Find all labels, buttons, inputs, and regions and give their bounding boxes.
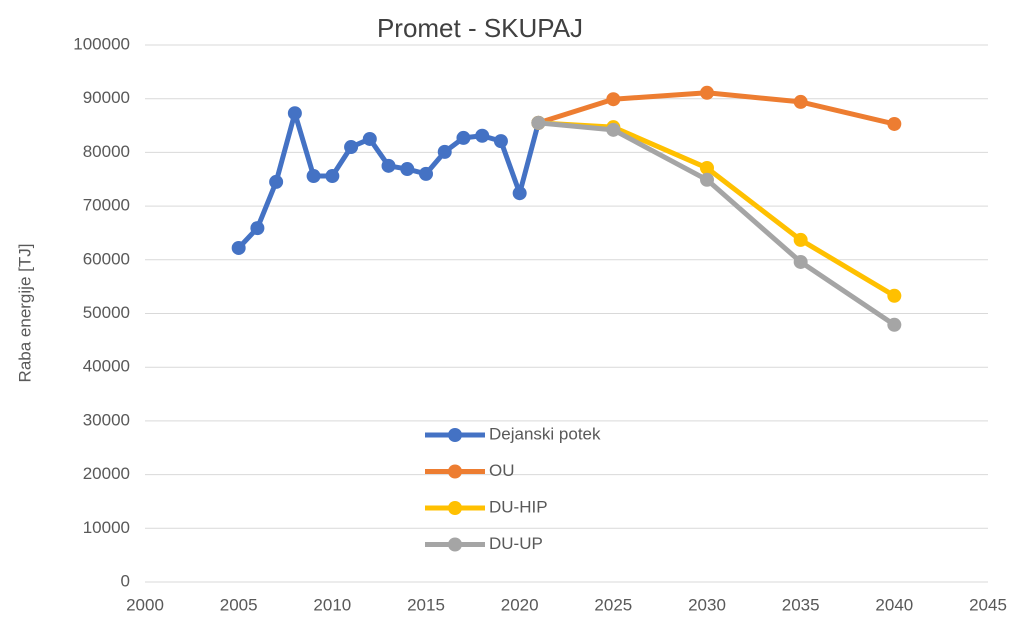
y-tick-label: 50000: [83, 303, 130, 322]
data-point: [700, 85, 714, 100]
data-point: [606, 92, 621, 107]
data-point: [344, 140, 359, 155]
line-series: [537, 90, 895, 127]
data-point: [887, 288, 902, 303]
y-tick-label: 70000: [83, 196, 130, 215]
y-tick-label: 10000: [83, 518, 130, 537]
legend-marker: [448, 464, 462, 479]
data-point: [231, 240, 246, 255]
y-tick-label: 100000: [73, 34, 130, 53]
data-point: [475, 128, 490, 143]
grid: 0 10000 20000 30000 40000 50000 60000 70000 8000…: [73, 34, 1007, 614]
data-point: [306, 169, 321, 184]
data-point: [887, 116, 902, 131]
y-tick-label: 0: [121, 571, 130, 590]
legend: Dejanski potek OU DU-HIP DU-UP: [425, 424, 601, 553]
x-tick-label: 2005: [220, 595, 258, 614]
data-point: [793, 94, 808, 109]
x-tick-label: 2020: [501, 595, 539, 614]
data-point: [493, 134, 508, 149]
y-axis-label: Raba energije [TJ]: [15, 244, 34, 383]
x-tick-label: 2030: [688, 595, 726, 614]
legend-label: DU-UP: [489, 534, 543, 553]
data-point: [512, 186, 527, 201]
x-tick-label: 2025: [594, 595, 632, 614]
y-tick-label: 90000: [83, 88, 130, 107]
y-tick-label: 20000: [83, 464, 130, 483]
data-point: [437, 144, 452, 159]
legend-marker: [448, 428, 462, 442]
data-point: [325, 169, 340, 184]
legend-label: DU-HIP: [489, 497, 548, 516]
data-point: [531, 115, 546, 130]
data-point: [269, 174, 284, 189]
chart-title: Promet - SKUPAJ: [377, 13, 583, 43]
data-point: [362, 131, 377, 146]
data-point: [400, 162, 415, 177]
data-point: [250, 221, 265, 236]
y-tick-label: 40000: [83, 357, 130, 376]
plot-area: [231, 85, 902, 332]
legend-marker: [448, 501, 462, 515]
data-point: [793, 254, 808, 269]
line-series: [236, 110, 541, 250]
data-point: [456, 130, 471, 145]
line-series: [538, 120, 896, 327]
data-point: [700, 172, 714, 187]
data-point: [793, 232, 808, 247]
y-tick-label: 80000: [83, 142, 130, 161]
data-point: [700, 160, 714, 175]
data-point: [287, 106, 302, 121]
y-tick-label: 60000: [83, 249, 130, 268]
x-tick-label: 2040: [875, 595, 913, 614]
y-tick-label: 30000: [83, 410, 130, 429]
x-tick-label: 2015: [407, 595, 445, 614]
data-point: [381, 158, 396, 173]
data-point: [606, 122, 621, 137]
legend-marker: [448, 537, 462, 552]
line-series: [538, 120, 896, 298]
data-point: [887, 317, 902, 332]
x-tick-label: 2000: [126, 595, 164, 614]
x-tick-label: 2045: [969, 595, 1007, 614]
legend-label: OU: [489, 461, 515, 480]
x-tick-label: 2010: [313, 595, 351, 614]
data-point: [419, 166, 433, 181]
legend-label: Dejanski potek: [489, 424, 601, 443]
x-tick-label: 2035: [782, 595, 820, 614]
